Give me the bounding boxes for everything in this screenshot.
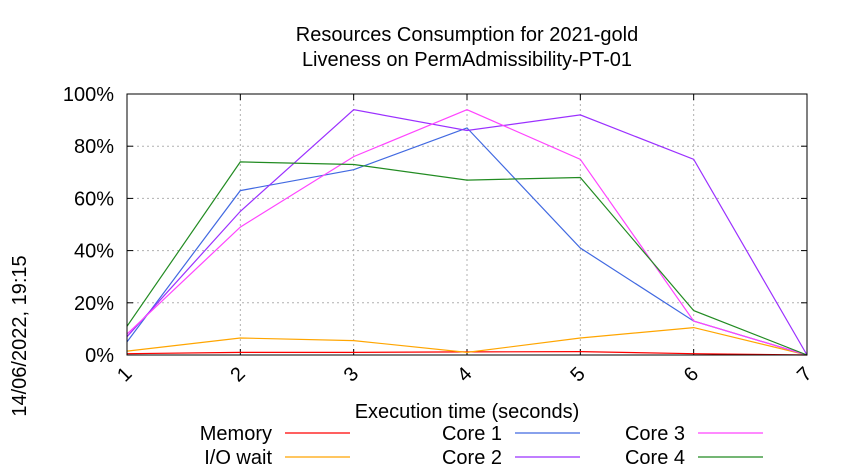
legend-label: Core 4 — [625, 447, 685, 469]
x-tick-label: 6 — [680, 363, 703, 386]
grid — [127, 94, 807, 355]
y-tick-label: 100% — [63, 84, 114, 106]
x-tick-label: 3 — [340, 363, 363, 386]
y-tick-label: 0% — [85, 345, 114, 367]
x-tick-label: 2 — [226, 363, 249, 386]
x-tick-label: 7 — [793, 363, 816, 386]
timestamp-label: 14/06/2022, 19:15 — [9, 255, 31, 416]
y-tick-label: 40% — [74, 241, 114, 263]
series-line-core-3 — [126, 109, 808, 356]
legend-label: Core 2 — [442, 447, 502, 469]
y-tick-label: 80% — [74, 136, 114, 158]
series-lines — [126, 109, 808, 356]
plot-frame — [126, 93, 808, 356]
x-tick-label: 4 — [453, 363, 476, 386]
y-tick-label: 20% — [74, 293, 114, 315]
x-axis-label: Execution time (seconds) — [355, 401, 580, 423]
legend-label: Core 1 — [442, 423, 502, 445]
axis-ticks: 0% 20% 40% 60% 80% 100% 1 2 3 4 5 6 7 — [63, 84, 817, 386]
series-line-core-4 — [126, 161, 808, 356]
legend-label: Core 3 — [625, 423, 685, 445]
series-line-core-2 — [126, 109, 808, 356]
y-tick-label: 60% — [74, 188, 114, 210]
chart-title-line-1: Resources Consumption for 2021-gold — [296, 24, 638, 46]
chart-title-line-2: Liveness on PermAdmissibility-PT-01 — [302, 49, 632, 71]
legend-label: I/O wait — [204, 447, 272, 469]
x-tick-label: 1 — [113, 363, 136, 386]
legend-label: Memory — [200, 423, 272, 445]
series-line-i-o-wait — [126, 326, 808, 356]
x-tick-label: 5 — [566, 363, 589, 386]
